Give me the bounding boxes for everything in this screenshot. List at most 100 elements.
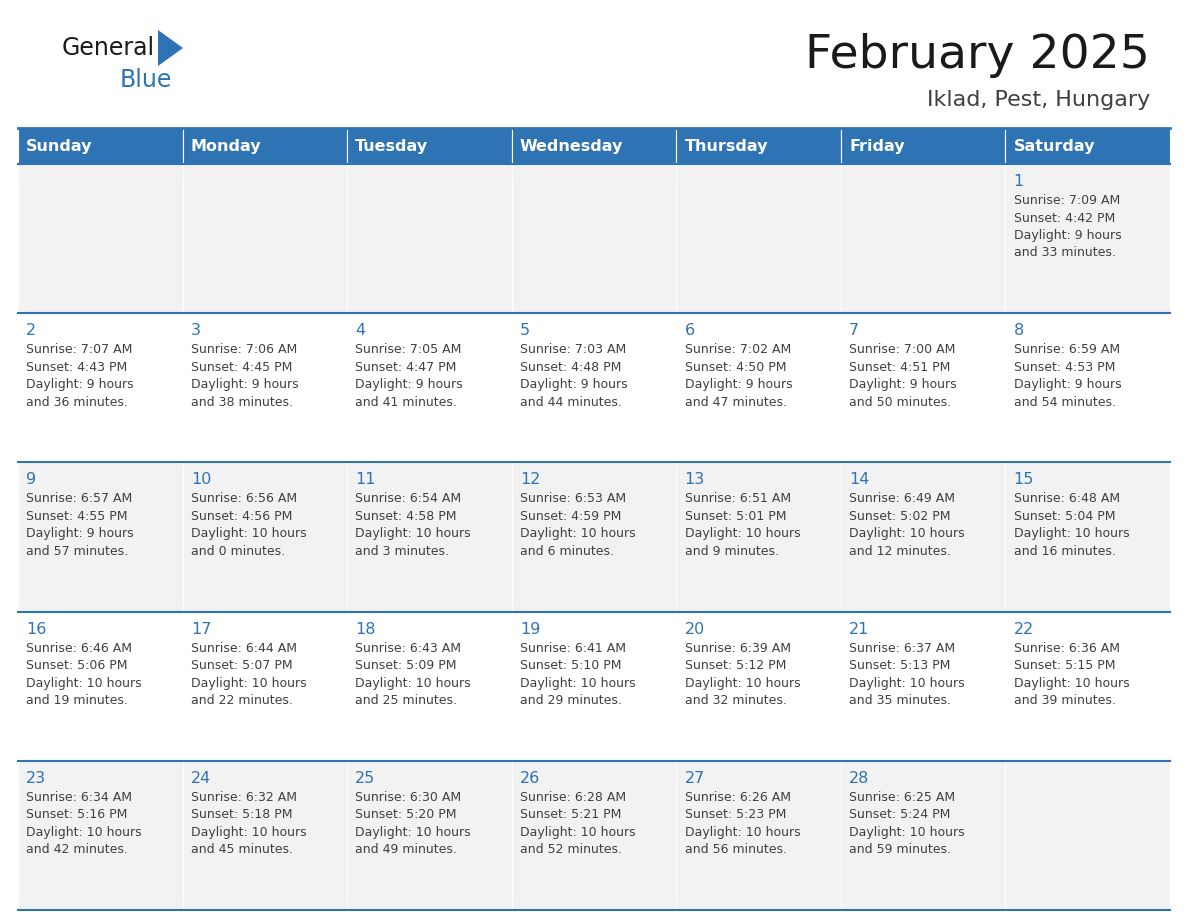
Text: 2: 2 <box>26 323 37 338</box>
Text: 25: 25 <box>355 771 375 786</box>
Text: 9: 9 <box>26 473 37 487</box>
Text: Sunday: Sunday <box>26 139 93 153</box>
Text: Sunrise: 6:28 AM
Sunset: 5:21 PM
Daylight: 10 hours
and 52 minutes.: Sunrise: 6:28 AM Sunset: 5:21 PM Dayligh… <box>520 790 636 856</box>
Text: Sunrise: 6:39 AM
Sunset: 5:12 PM
Daylight: 10 hours
and 32 minutes.: Sunrise: 6:39 AM Sunset: 5:12 PM Dayligh… <box>684 642 801 707</box>
Text: Tuesday: Tuesday <box>355 139 429 153</box>
Bar <box>183 611 347 761</box>
Bar <box>183 164 347 313</box>
Bar <box>18 313 183 463</box>
Bar <box>183 761 347 910</box>
Text: 11: 11 <box>355 473 375 487</box>
Text: 10: 10 <box>191 473 211 487</box>
Text: Sunrise: 6:41 AM
Sunset: 5:10 PM
Daylight: 10 hours
and 29 minutes.: Sunrise: 6:41 AM Sunset: 5:10 PM Dayligh… <box>520 642 636 707</box>
Text: Sunrise: 6:59 AM
Sunset: 4:53 PM
Daylight: 9 hours
and 54 minutes.: Sunrise: 6:59 AM Sunset: 4:53 PM Dayligh… <box>1013 343 1121 409</box>
Text: Sunrise: 6:44 AM
Sunset: 5:07 PM
Daylight: 10 hours
and 22 minutes.: Sunrise: 6:44 AM Sunset: 5:07 PM Dayligh… <box>191 642 307 707</box>
Text: Sunrise: 6:26 AM
Sunset: 5:23 PM
Daylight: 10 hours
and 56 minutes.: Sunrise: 6:26 AM Sunset: 5:23 PM Dayligh… <box>684 790 801 856</box>
Text: Sunrise: 6:48 AM
Sunset: 5:04 PM
Daylight: 10 hours
and 16 minutes.: Sunrise: 6:48 AM Sunset: 5:04 PM Dayligh… <box>1013 492 1130 558</box>
Bar <box>347 463 512 611</box>
Text: Sunrise: 6:53 AM
Sunset: 4:59 PM
Daylight: 10 hours
and 6 minutes.: Sunrise: 6:53 AM Sunset: 4:59 PM Dayligh… <box>520 492 636 558</box>
Bar <box>18 164 183 313</box>
Text: 28: 28 <box>849 771 870 786</box>
Bar <box>676 128 841 164</box>
Bar <box>1005 164 1170 313</box>
Bar <box>841 463 1005 611</box>
Bar <box>183 463 347 611</box>
Bar <box>512 164 676 313</box>
Bar <box>676 463 841 611</box>
Bar <box>347 164 512 313</box>
Text: Sunrise: 6:25 AM
Sunset: 5:24 PM
Daylight: 10 hours
and 59 minutes.: Sunrise: 6:25 AM Sunset: 5:24 PM Dayligh… <box>849 790 965 856</box>
Text: Sunrise: 6:34 AM
Sunset: 5:16 PM
Daylight: 10 hours
and 42 minutes.: Sunrise: 6:34 AM Sunset: 5:16 PM Dayligh… <box>26 790 141 856</box>
Text: 6: 6 <box>684 323 695 338</box>
Text: Sunrise: 7:06 AM
Sunset: 4:45 PM
Daylight: 9 hours
and 38 minutes.: Sunrise: 7:06 AM Sunset: 4:45 PM Dayligh… <box>191 343 298 409</box>
Bar <box>347 313 512 463</box>
Text: 3: 3 <box>191 323 201 338</box>
Bar <box>183 313 347 463</box>
Polygon shape <box>158 30 183 66</box>
Text: Sunrise: 7:07 AM
Sunset: 4:43 PM
Daylight: 9 hours
and 36 minutes.: Sunrise: 7:07 AM Sunset: 4:43 PM Dayligh… <box>26 343 134 409</box>
Bar <box>1005 463 1170 611</box>
Text: Sunrise: 6:51 AM
Sunset: 5:01 PM
Daylight: 10 hours
and 9 minutes.: Sunrise: 6:51 AM Sunset: 5:01 PM Dayligh… <box>684 492 801 558</box>
Bar <box>676 313 841 463</box>
Bar <box>841 128 1005 164</box>
Text: Friday: Friday <box>849 139 905 153</box>
Text: 26: 26 <box>520 771 541 786</box>
Text: Sunrise: 7:03 AM
Sunset: 4:48 PM
Daylight: 9 hours
and 44 minutes.: Sunrise: 7:03 AM Sunset: 4:48 PM Dayligh… <box>520 343 627 409</box>
Bar <box>841 313 1005 463</box>
Text: 12: 12 <box>520 473 541 487</box>
Text: Sunrise: 6:49 AM
Sunset: 5:02 PM
Daylight: 10 hours
and 12 minutes.: Sunrise: 6:49 AM Sunset: 5:02 PM Dayligh… <box>849 492 965 558</box>
Text: Wednesday: Wednesday <box>520 139 624 153</box>
Text: 19: 19 <box>520 621 541 636</box>
Bar <box>512 611 676 761</box>
Text: Sunrise: 6:30 AM
Sunset: 5:20 PM
Daylight: 10 hours
and 49 minutes.: Sunrise: 6:30 AM Sunset: 5:20 PM Dayligh… <box>355 790 470 856</box>
Bar <box>18 463 183 611</box>
Text: Sunrise: 6:56 AM
Sunset: 4:56 PM
Daylight: 10 hours
and 0 minutes.: Sunrise: 6:56 AM Sunset: 4:56 PM Dayligh… <box>191 492 307 558</box>
Bar <box>1005 313 1170 463</box>
Bar <box>676 164 841 313</box>
Text: 23: 23 <box>26 771 46 786</box>
Text: Sunrise: 7:00 AM
Sunset: 4:51 PM
Daylight: 9 hours
and 50 minutes.: Sunrise: 7:00 AM Sunset: 4:51 PM Dayligh… <box>849 343 956 409</box>
Text: Sunrise: 6:36 AM
Sunset: 5:15 PM
Daylight: 10 hours
and 39 minutes.: Sunrise: 6:36 AM Sunset: 5:15 PM Dayligh… <box>1013 642 1130 707</box>
Bar <box>841 761 1005 910</box>
Text: Sunrise: 6:46 AM
Sunset: 5:06 PM
Daylight: 10 hours
and 19 minutes.: Sunrise: 6:46 AM Sunset: 5:06 PM Dayligh… <box>26 642 141 707</box>
Bar <box>347 128 512 164</box>
Text: 15: 15 <box>1013 473 1034 487</box>
Text: Monday: Monday <box>191 139 261 153</box>
Bar <box>512 463 676 611</box>
Text: Sunrise: 6:37 AM
Sunset: 5:13 PM
Daylight: 10 hours
and 35 minutes.: Sunrise: 6:37 AM Sunset: 5:13 PM Dayligh… <box>849 642 965 707</box>
Text: 14: 14 <box>849 473 870 487</box>
Text: Iklad, Pest, Hungary: Iklad, Pest, Hungary <box>927 90 1150 110</box>
Text: 22: 22 <box>1013 621 1034 636</box>
Text: Sunrise: 7:02 AM
Sunset: 4:50 PM
Daylight: 9 hours
and 47 minutes.: Sunrise: 7:02 AM Sunset: 4:50 PM Dayligh… <box>684 343 792 409</box>
Text: General: General <box>62 36 156 60</box>
Bar <box>841 611 1005 761</box>
Text: 21: 21 <box>849 621 870 636</box>
Bar <box>841 164 1005 313</box>
Bar <box>512 313 676 463</box>
Text: Thursday: Thursday <box>684 139 767 153</box>
Text: Sunrise: 6:54 AM
Sunset: 4:58 PM
Daylight: 10 hours
and 3 minutes.: Sunrise: 6:54 AM Sunset: 4:58 PM Dayligh… <box>355 492 470 558</box>
Text: 16: 16 <box>26 621 46 636</box>
Text: February 2025: February 2025 <box>805 32 1150 77</box>
Bar <box>1005 761 1170 910</box>
Text: 24: 24 <box>191 771 211 786</box>
Text: 17: 17 <box>191 621 211 636</box>
Text: 8: 8 <box>1013 323 1024 338</box>
Text: 7: 7 <box>849 323 859 338</box>
Bar <box>183 128 347 164</box>
Bar <box>347 611 512 761</box>
Text: Sunrise: 6:43 AM
Sunset: 5:09 PM
Daylight: 10 hours
and 25 minutes.: Sunrise: 6:43 AM Sunset: 5:09 PM Dayligh… <box>355 642 470 707</box>
Bar <box>18 128 183 164</box>
Bar <box>676 761 841 910</box>
Text: Blue: Blue <box>120 68 172 92</box>
Bar <box>1005 611 1170 761</box>
Text: 18: 18 <box>355 621 375 636</box>
Text: Sunrise: 6:57 AM
Sunset: 4:55 PM
Daylight: 9 hours
and 57 minutes.: Sunrise: 6:57 AM Sunset: 4:55 PM Dayligh… <box>26 492 134 558</box>
Text: Saturday: Saturday <box>1013 139 1095 153</box>
Text: 5: 5 <box>520 323 530 338</box>
Text: 27: 27 <box>684 771 704 786</box>
Bar <box>347 761 512 910</box>
Text: Sunrise: 6:32 AM
Sunset: 5:18 PM
Daylight: 10 hours
and 45 minutes.: Sunrise: 6:32 AM Sunset: 5:18 PM Dayligh… <box>191 790 307 856</box>
Bar <box>512 761 676 910</box>
Bar <box>676 611 841 761</box>
